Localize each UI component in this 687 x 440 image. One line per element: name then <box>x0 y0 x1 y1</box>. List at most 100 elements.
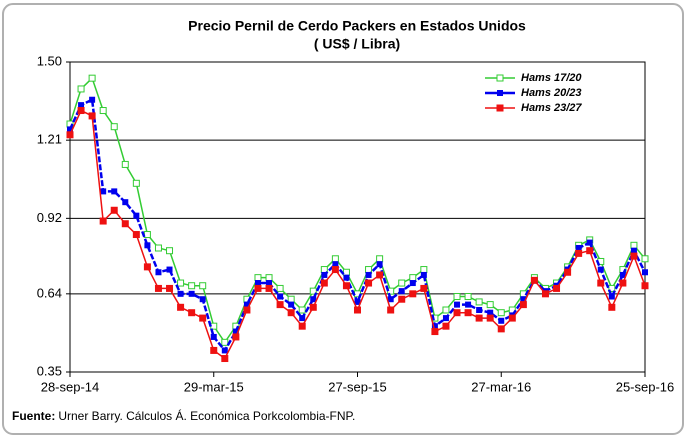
point <box>166 266 173 273</box>
point <box>409 280 416 287</box>
point <box>597 279 605 287</box>
point <box>465 301 472 308</box>
point <box>409 274 417 282</box>
point <box>309 303 317 311</box>
point <box>144 242 151 249</box>
source: Fuente: Urner Barry. Cálculos Á. Económic… <box>12 408 355 423</box>
chart-subtitle: ( US$ / Libra) <box>314 36 400 52</box>
point <box>630 252 638 260</box>
point <box>553 284 561 292</box>
point <box>210 346 218 354</box>
point <box>132 179 140 187</box>
y-tick-label: 1.50 <box>37 53 62 68</box>
point <box>210 333 217 340</box>
point <box>221 338 229 346</box>
point <box>110 206 118 214</box>
point <box>66 131 74 139</box>
point <box>110 123 118 131</box>
legend-label: Hams 23/27 <box>521 102 582 114</box>
point <box>365 266 373 274</box>
point <box>111 188 118 195</box>
series <box>67 96 648 354</box>
point <box>342 268 350 276</box>
series <box>66 74 649 346</box>
point <box>132 231 140 239</box>
point <box>575 249 583 257</box>
point <box>409 290 417 298</box>
point <box>232 333 240 341</box>
point <box>166 247 174 255</box>
point <box>277 293 284 300</box>
source-label: Fuente: <box>12 409 55 423</box>
point <box>376 255 384 263</box>
point <box>177 290 184 297</box>
point <box>475 314 483 322</box>
point <box>442 322 450 330</box>
point <box>497 325 505 333</box>
legend-item: Hams 23/27 <box>485 102 582 114</box>
point <box>155 269 162 276</box>
y-tick-label: 0.92 <box>37 210 62 225</box>
point <box>442 306 450 314</box>
point <box>199 314 207 322</box>
point <box>387 306 395 314</box>
point <box>154 284 162 292</box>
point <box>331 255 339 263</box>
point <box>276 284 284 292</box>
point <box>265 284 273 292</box>
point <box>276 301 284 309</box>
point <box>475 298 483 306</box>
point <box>497 309 505 317</box>
point <box>287 309 295 317</box>
legend-marker <box>496 74 504 82</box>
point <box>254 284 262 292</box>
point <box>154 244 162 252</box>
x-tick-label: 29-mar-15 <box>184 379 244 394</box>
x-tick-label: 27-mar-16 <box>471 379 531 394</box>
legend-item: Hams 17/20 <box>485 72 582 84</box>
point <box>199 296 206 303</box>
x-tick-label: 28-sep-14 <box>41 379 100 394</box>
point <box>299 315 306 322</box>
x-tick-label: 25-sep-16 <box>616 379 675 394</box>
point <box>420 271 427 278</box>
point <box>122 199 129 206</box>
point <box>188 290 195 297</box>
point <box>78 102 85 109</box>
y-tick-label: 1.21 <box>37 132 62 147</box>
x-tick-label: 27-sep-15 <box>328 379 387 394</box>
point <box>442 315 449 322</box>
legend-marker <box>497 90 503 96</box>
point <box>530 276 538 284</box>
point <box>630 241 638 249</box>
point <box>332 261 339 268</box>
point <box>453 293 461 301</box>
point <box>143 263 151 271</box>
point <box>310 296 317 303</box>
point <box>254 274 262 282</box>
legend-label: Hams 17/20 <box>521 72 582 84</box>
point <box>487 309 494 316</box>
point <box>89 96 96 103</box>
point <box>498 317 505 324</box>
point <box>564 268 572 276</box>
point <box>586 239 593 246</box>
point <box>420 284 428 292</box>
point <box>464 293 472 301</box>
point <box>376 261 383 268</box>
point <box>642 269 648 276</box>
point <box>331 266 339 274</box>
point <box>343 274 350 281</box>
point <box>100 188 107 195</box>
point <box>265 274 273 282</box>
point <box>641 282 649 290</box>
point <box>519 301 527 309</box>
y-tick-label: 0.64 <box>37 285 62 300</box>
legend-marker <box>496 104 504 112</box>
point <box>619 271 626 278</box>
point <box>398 279 406 287</box>
point <box>398 288 405 295</box>
point <box>486 301 494 309</box>
point <box>376 271 384 279</box>
